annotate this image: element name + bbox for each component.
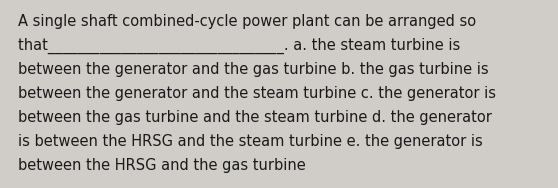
Text: between the HRSG and the gas turbine: between the HRSG and the gas turbine bbox=[18, 158, 306, 173]
Text: between the generator and the steam turbine c. the generator is: between the generator and the steam turb… bbox=[18, 86, 496, 101]
Text: between the generator and the gas turbine b. the gas turbine is: between the generator and the gas turbin… bbox=[18, 62, 489, 77]
Text: that________________________________. a. the steam turbine is: that________________________________. a.… bbox=[18, 38, 460, 54]
Text: is between the HRSG and the steam turbine e. the generator is: is between the HRSG and the steam turbin… bbox=[18, 134, 483, 149]
Text: A single shaft combined-cycle power plant can be arranged so: A single shaft combined-cycle power plan… bbox=[18, 14, 476, 29]
Text: between the gas turbine and the steam turbine d. the generator: between the gas turbine and the steam tu… bbox=[18, 110, 492, 125]
